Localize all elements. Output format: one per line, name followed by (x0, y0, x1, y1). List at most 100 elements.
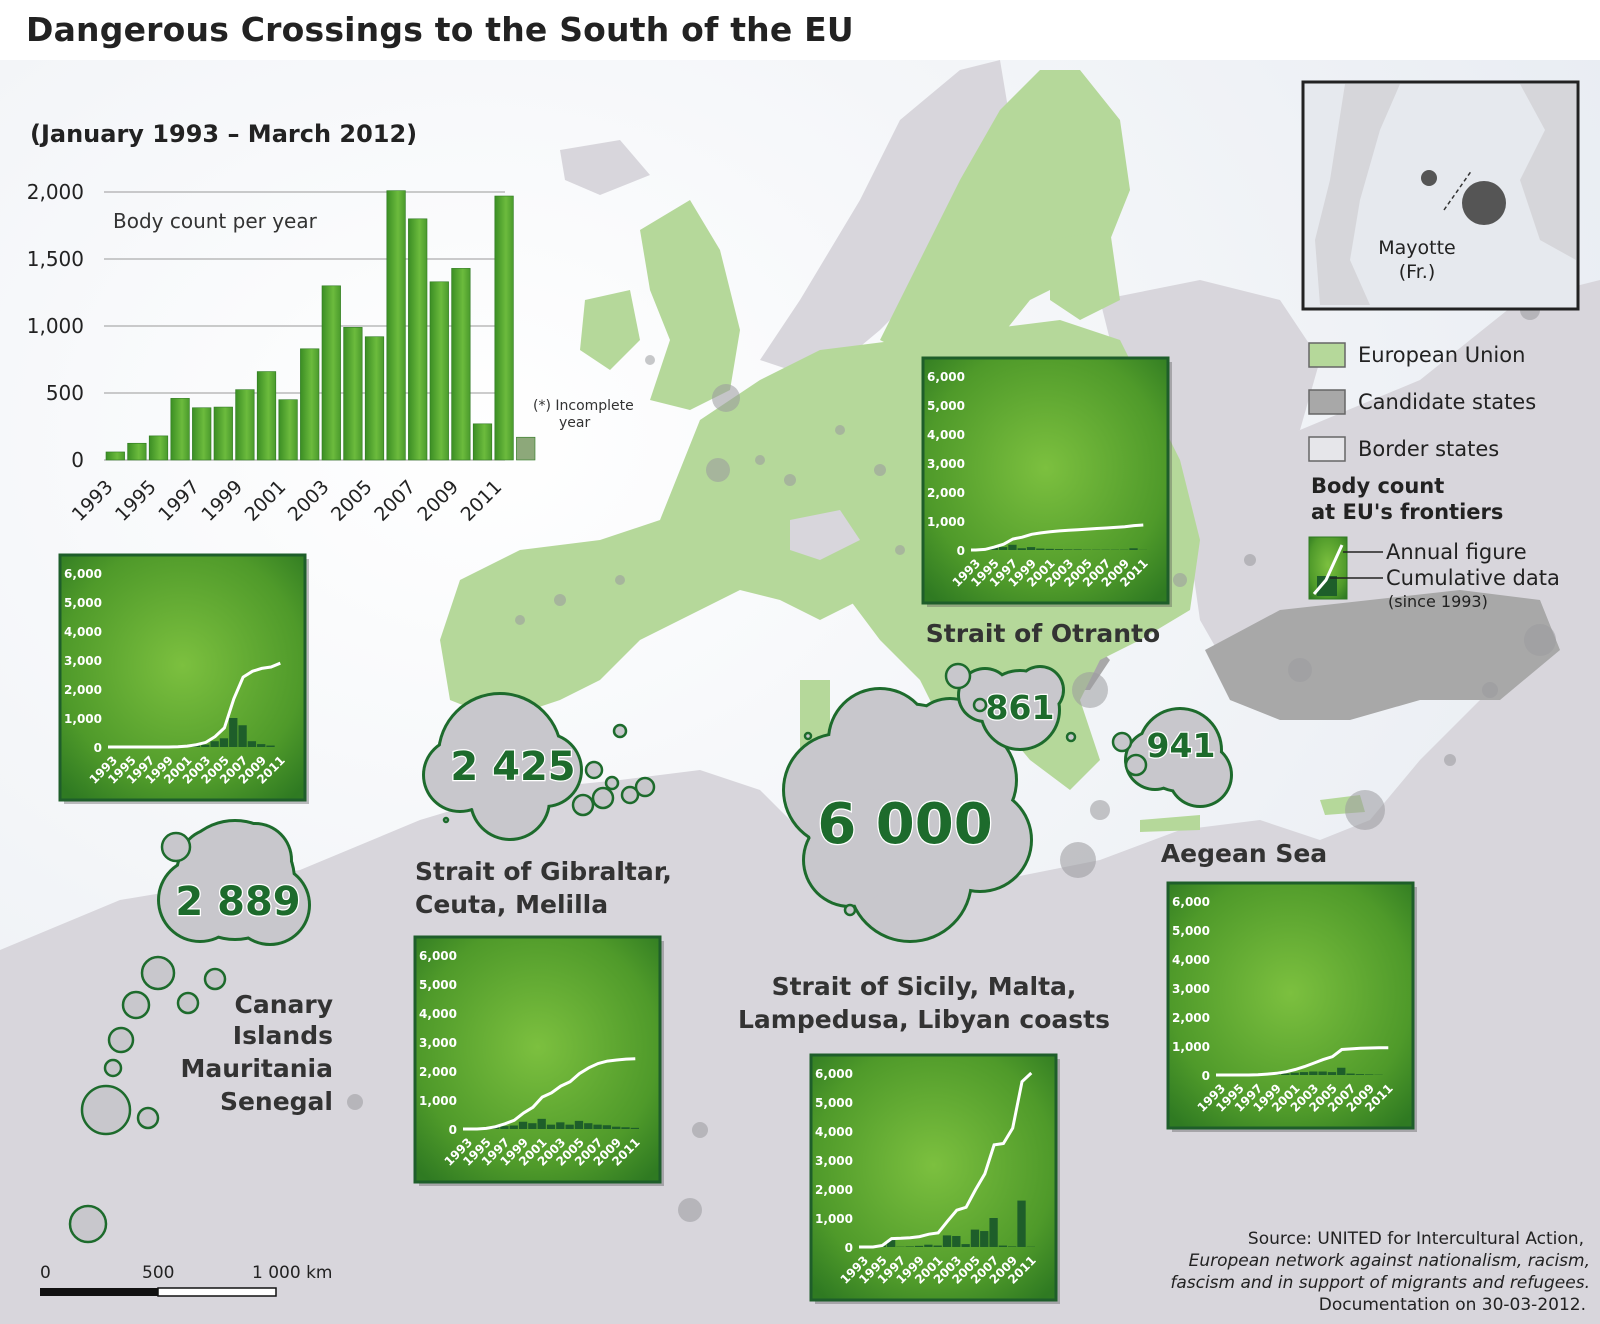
panel-y-tick: 3,000 (64, 654, 102, 668)
panel-bar (989, 547, 998, 550)
bar-2001 (278, 399, 298, 461)
source-line-3: fascism and in support of migrants and r… (1170, 1273, 1590, 1293)
panel-bar (556, 1122, 565, 1129)
panel-y-tick: 6,000 (1172, 895, 1210, 909)
panel-bar (201, 744, 210, 747)
panel-bar (612, 1126, 621, 1129)
source-block: Source: UNITED for Intercultural Action,… (1170, 1229, 1590, 1315)
panel-y-tick: 5,000 (64, 596, 102, 610)
land-switzerland (790, 510, 860, 560)
legend-body-count-1: Body count (1311, 474, 1444, 498)
legend-swatch-eu (1308, 342, 1346, 368)
bubble-label-aegean: 941 (1147, 726, 1216, 765)
legend-swatch-border (1308, 436, 1346, 462)
bar-1997 (192, 407, 212, 461)
panel-cumulative-line (971, 523, 1144, 552)
panels-layer: 6,0005,0004,0003,0002,0001,0000199319951… (58, 356, 1417, 1304)
panel-bar (584, 1123, 593, 1129)
panel-bar (1299, 1072, 1309, 1075)
panel-bar (1337, 1067, 1346, 1075)
panel-cumulative-line (859, 1071, 1033, 1249)
region-label-sicily-2: Lampedusa, Libyan coasts (738, 1005, 1110, 1034)
bar-1993 (105, 451, 125, 461)
panel-y-tick: 6,000 (419, 949, 457, 963)
panel-y-tick: 2,000 (419, 1065, 457, 1079)
panel-y-tick: 2,000 (927, 486, 965, 500)
panel-bar (1064, 549, 1073, 550)
panel-bar (1017, 1200, 1026, 1247)
bubble-aegean (1124, 707, 1233, 808)
y-tick-label: 1,500 (27, 247, 84, 271)
scale-tick-500: 500 (142, 1263, 174, 1283)
panel-bar (998, 1245, 1008, 1247)
bar-2007 (408, 218, 428, 461)
land-norway (760, 60, 1010, 380)
region-label-aegean: Aegean Sea (1161, 839, 1327, 868)
panel-y-tick: 5,000 (419, 978, 457, 992)
bar-1995 (148, 435, 169, 461)
legend-swatch-candidate (1308, 389, 1346, 415)
scale-bar: 0 500 1 000 km (40, 1263, 332, 1297)
panel-cumulative-line (108, 661, 281, 749)
panel-bar (500, 1126, 509, 1129)
bubble-label-canary: 2 889 (175, 879, 300, 925)
panel-bar (989, 1218, 998, 1247)
panel-y-tick: 4,000 (64, 625, 102, 639)
land-crete (1140, 815, 1200, 832)
legend-since: (since 1993) (1388, 592, 1488, 611)
panel-bar (1318, 1071, 1327, 1075)
scale-tick-1000: 1 000 km (252, 1263, 332, 1283)
panel-bar (1054, 549, 1064, 550)
panel-bar (942, 1235, 952, 1247)
panel-y-tick: 0 (94, 741, 102, 755)
bar-2006 (386, 190, 406, 461)
panel-bar (886, 1240, 896, 1247)
bubbles-layer (68, 662, 1233, 1244)
bar-2009 (451, 268, 471, 461)
panel-bar (1008, 544, 1017, 550)
panel-bar (1327, 1072, 1337, 1075)
y-tick-label: 2,000 (27, 180, 84, 204)
panel-bar (229, 718, 238, 747)
legend: European Union Candidate states Border s… (1308, 342, 1560, 611)
panel-bar (1008, 1246, 1017, 1247)
bubble-label-sicily: 6 000 (817, 792, 992, 857)
bubble-gibraltar (422, 692, 583, 841)
panel-bar (518, 1121, 528, 1129)
period-label: (January 1993 – March 2012) (30, 120, 417, 148)
bar-2005 (364, 336, 385, 461)
bar-1999 (235, 389, 255, 461)
y-tick-label: 1,000 (27, 314, 84, 338)
panel-bar (621, 1127, 630, 1129)
land-turkey (1205, 590, 1560, 720)
panel-bar (1073, 549, 1082, 550)
panel-bar (266, 745, 275, 747)
panel-y-tick: 2,000 (64, 683, 102, 697)
incomplete-year-note-1: (*) Incomplete (533, 398, 634, 414)
panel-y-tick: 5,000 (1172, 924, 1210, 938)
region-label-sicily-1: Strait of Sicily, Malta, (772, 972, 1077, 1001)
panel-bar (914, 1245, 924, 1247)
panel-bar (952, 1235, 961, 1247)
bar-1996 (170, 398, 190, 461)
bar-1998 (213, 406, 233, 461)
panel-bar (1290, 1072, 1299, 1075)
panel-y-tick: 4,000 (815, 1125, 853, 1139)
panel-y-tick: 0 (449, 1123, 457, 1137)
panel-bar (905, 1246, 914, 1247)
panel-y-tick: 4,000 (927, 428, 965, 442)
bubble-label-otranto: 861 (986, 688, 1055, 727)
bar-2002 (300, 348, 320, 461)
panel-bar (602, 1125, 612, 1129)
panel-bar (238, 725, 247, 747)
panel-y-tick: 2,000 (1172, 1011, 1210, 1025)
y-tick-label: 500 (46, 381, 84, 405)
panel-y-tick: 2,000 (815, 1183, 853, 1197)
panel-y-tick: 6,000 (64, 567, 102, 581)
panel-aegean: 6,0005,0004,0003,0002,0001,0000199319951… (1166, 881, 1417, 1132)
panel-bar (565, 1124, 574, 1129)
source-line-2: European network against nationalism, ra… (1189, 1251, 1590, 1271)
panel-y-tick: 5,000 (815, 1096, 853, 1110)
